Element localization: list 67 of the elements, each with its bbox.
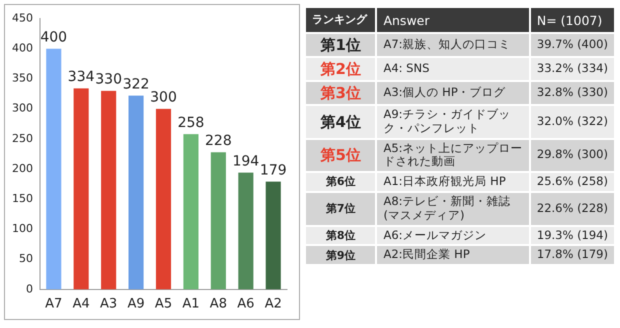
y-tick-label: 100	[12, 222, 33, 236]
bar	[238, 172, 254, 290]
bar	[101, 90, 116, 290]
bar	[46, 48, 62, 290]
x-tick-label: A1	[182, 296, 200, 312]
y-tick-label: 350	[12, 72, 33, 85]
text: A3:個人の HP・ブログ	[376, 81, 530, 105]
y-tick-label: 250	[12, 132, 33, 145]
text: 第5位	[306, 138, 376, 172]
bar	[156, 108, 172, 290]
data-label: 330	[95, 71, 122, 88]
y-tick-label: 50	[18, 252, 33, 266]
text: 第7位	[306, 192, 376, 226]
bar	[183, 134, 198, 290]
bar	[210, 152, 226, 290]
text: A8:テレビ・新聞・雑誌 (マスメディア)	[376, 192, 530, 226]
text: Answer	[376, 8, 530, 33]
x-tick-label: A2	[264, 296, 282, 312]
text: A7:親族、知人の口コミ	[376, 33, 530, 57]
x-tick-label: A7	[45, 296, 62, 312]
text: 第1位	[306, 33, 376, 57]
text: N= (1007)	[530, 8, 615, 33]
text: A1:日本政府観光局 HP	[376, 172, 530, 192]
bar	[128, 96, 144, 290]
data-label: 179	[260, 162, 287, 178]
bar	[266, 182, 281, 290]
text: A9:チラシ・ガイドブック・パンフレット	[376, 105, 530, 139]
y-tick-label: 200	[12, 162, 33, 175]
y-tick-label: 450	[12, 11, 33, 24]
data-label: 334	[68, 69, 95, 86]
text: 33.2% (334)	[530, 57, 615, 81]
text: 第6位	[306, 172, 376, 192]
x-tick-label: A4	[72, 296, 90, 312]
text: 25.6% (258)	[530, 172, 615, 192]
data-label: 258	[178, 114, 204, 131]
text: A6:メールマガジン	[376, 226, 530, 246]
x-tick-label: A8	[210, 296, 227, 312]
data-label: 194	[232, 153, 260, 170]
data-label: 400	[40, 29, 68, 46]
x-tick-label: A3	[100, 296, 118, 312]
y-tick-label: 0	[26, 282, 33, 296]
text: 39.7% (400)	[530, 33, 615, 57]
text: A2:民間企業 HP	[376, 245, 530, 266]
y-tick-label: 150	[12, 192, 33, 205]
text: 17.8% (179)	[530, 245, 615, 266]
text: 32.8% (330)	[530, 81, 615, 105]
text: A5:ネット上にアップロードされた動画	[376, 138, 530, 172]
text: 第3位	[306, 81, 376, 105]
text: 第9位	[306, 245, 376, 266]
data-label: 300	[150, 90, 177, 106]
x-tick-label: A9	[127, 296, 145, 312]
text: 32.0% (322)	[530, 105, 615, 139]
y-tick-label: 400	[12, 42, 33, 55]
bar	[74, 88, 89, 290]
text: ランキング	[306, 8, 376, 33]
data-label: 322	[122, 76, 150, 92]
text: 第8位	[306, 226, 376, 246]
text: 19.3% (194)	[530, 226, 615, 246]
text: 第4位	[306, 105, 376, 139]
text: 22.6% (228)	[530, 192, 615, 226]
text: 第2位	[306, 57, 376, 81]
text: 29.8% (300)	[530, 138, 615, 172]
x-tick-label: A5	[154, 296, 172, 312]
text: A4: SNS	[376, 57, 530, 81]
y-tick-label: 300	[12, 102, 33, 115]
x-tick-label: A6	[237, 296, 254, 312]
data-label: 228	[205, 132, 232, 149]
